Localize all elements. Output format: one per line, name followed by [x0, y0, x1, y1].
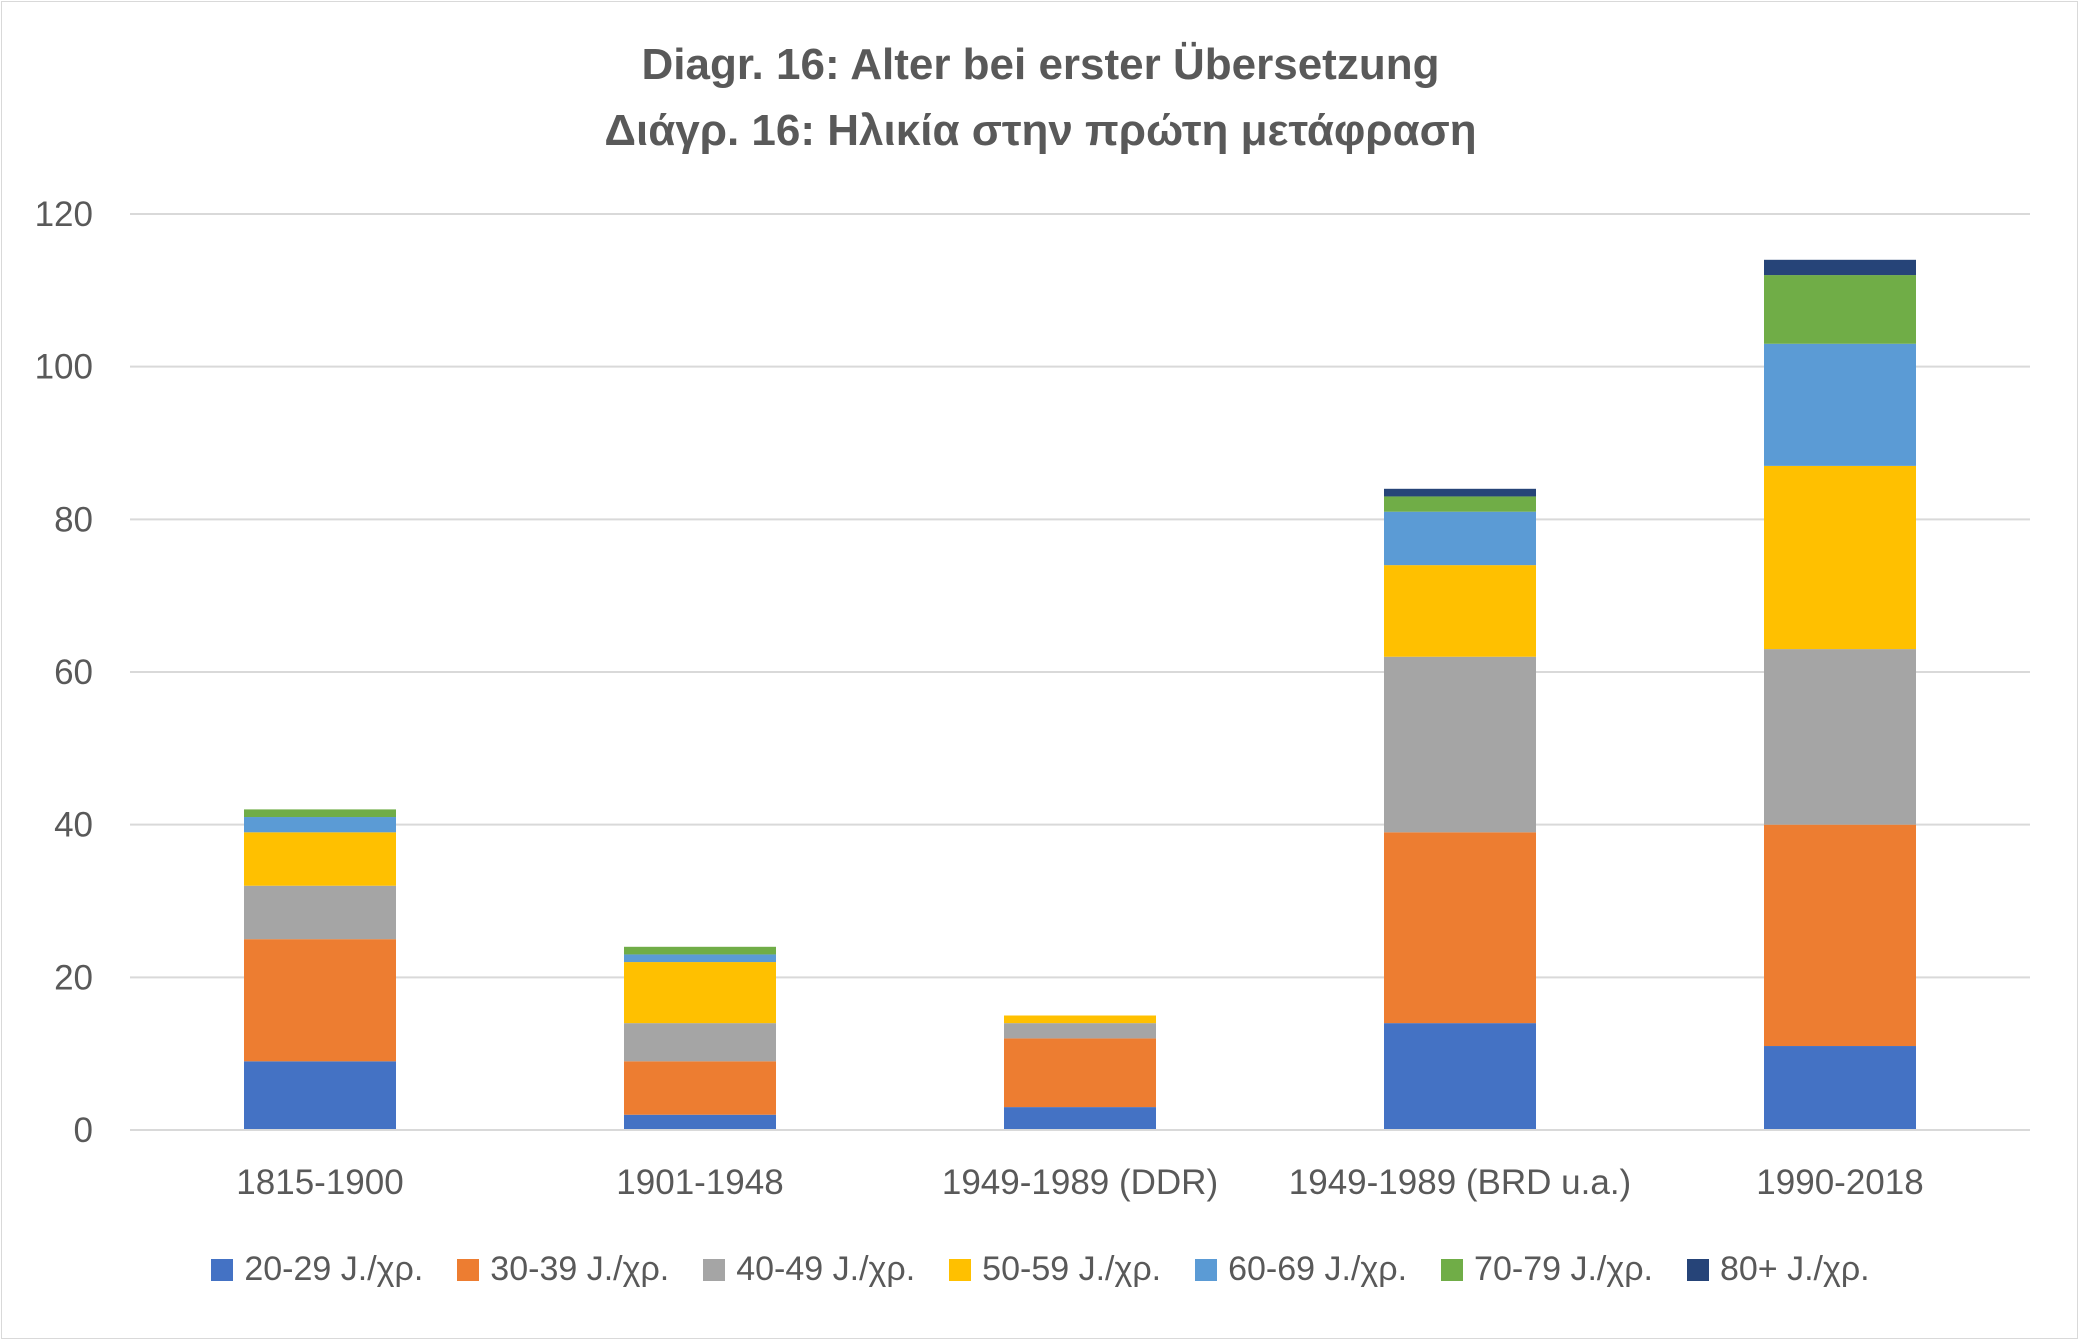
y-tick-label: 60: [54, 653, 93, 692]
bar-segment: [1764, 343, 1916, 466]
legend-label: 70-79 J./χρ.: [1474, 1250, 1653, 1288]
legend-swatch: [1441, 1258, 1464, 1281]
legend-swatch: [457, 1258, 480, 1281]
chart-subtitle: Διάγρ. 16: Ηλικία στην πρώτη μετάφραση: [604, 106, 1477, 155]
bar-segment: [624, 962, 776, 1024]
bar-segment: [1764, 649, 1916, 825]
legend-label: 30-39 J./χρ.: [490, 1250, 670, 1288]
legend: 20-29 J./χρ. 30-39 J./χρ. 40-49 J./χρ. 50-5…: [0, 1250, 2081, 1289]
bar-segment: [624, 1061, 776, 1115]
bar-segment: [1004, 1107, 1156, 1130]
bar-segment: [1384, 565, 1536, 657]
legend-swatch: [1686, 1258, 1709, 1281]
y-tick-label: 120: [35, 195, 93, 234]
bar-segment: [1764, 275, 1916, 344]
legend-swatch: [703, 1258, 726, 1281]
chart-title: Diagr. 16: Alter bei erster Übersetzung: [641, 40, 1440, 89]
bar-segment: [1384, 832, 1536, 1024]
axes: 0 20 40 60 80 100 120 1815-1900 1901-1948 1949-19…: [35, 195, 2030, 1202]
y-tick-label: 20: [54, 958, 93, 997]
bar-segment: [244, 817, 396, 833]
bars: [244, 259, 1916, 1130]
legend-label: 50-59 J./χρ.: [982, 1250, 1162, 1288]
x-tick-label: 1990-2018: [1756, 1163, 1923, 1202]
y-tick-label: 100: [35, 348, 93, 387]
x-tick-label: 1815-1900: [236, 1163, 403, 1202]
legend-item: 50-59 J./χρ.: [949, 1250, 1161, 1289]
bar-segment: [244, 885, 396, 940]
legend-item: 40-49 J./χρ.: [703, 1250, 915, 1289]
bar-segment: [1004, 1038, 1156, 1108]
bar-segment: [244, 809, 396, 818]
legend-label: 40-49 J./χρ.: [736, 1250, 916, 1288]
bar-segment: [1384, 488, 1536, 497]
gridlines: [130, 213, 2030, 979]
legend-swatch: [1195, 1258, 1218, 1281]
bar-segment: [1384, 1023, 1536, 1130]
bar-segment: [1384, 656, 1536, 833]
bar-segment: [624, 954, 776, 963]
bar-segment: [624, 1114, 776, 1130]
legend-label: 80+ J./χρ.: [1719, 1250, 1870, 1288]
y-tick-label: 80: [54, 500, 93, 539]
legend-label: 60-69 J./χρ.: [1228, 1250, 1408, 1288]
bar-segment: [244, 1061, 396, 1130]
legend-item: 30-39 J./χρ.: [457, 1250, 669, 1289]
legend-item: 20-29 J./χρ.: [211, 1250, 423, 1289]
bar-segment: [624, 1023, 776, 1062]
bar-segment: [1764, 1046, 1916, 1130]
y-tick-label: 0: [74, 1111, 93, 1150]
bar-segment: [1004, 1015, 1156, 1024]
legend-swatch: [211, 1258, 234, 1281]
x-tick-label: 1949-1989 (DDR): [942, 1163, 1218, 1202]
bar-segment: [1384, 496, 1536, 512]
bar-segment: [1764, 259, 1916, 276]
y-tick-label: 40: [54, 806, 93, 845]
legend-item: 60-69 J./χρ.: [1195, 1250, 1407, 1289]
bar-segment: [1764, 824, 1916, 1047]
bar-segment: [624, 946, 776, 955]
bar-segment: [1384, 511, 1536, 566]
legend-swatch: [949, 1258, 972, 1281]
legend-label: 20-29 J./χρ.: [244, 1250, 424, 1288]
x-tick-label: 1949-1989 (BRD u.a.): [1289, 1163, 1631, 1202]
bar-segment: [244, 832, 396, 886]
bar-segment: [1004, 1023, 1156, 1039]
legend-item: 70-79 J./χρ.: [1441, 1250, 1653, 1289]
bar-segment: [244, 939, 396, 1062]
bar-segment: [1764, 465, 1916, 650]
legend-item: 80+ J./χρ.: [1686, 1250, 1870, 1289]
x-tick-label: 1901-1948: [616, 1163, 783, 1202]
